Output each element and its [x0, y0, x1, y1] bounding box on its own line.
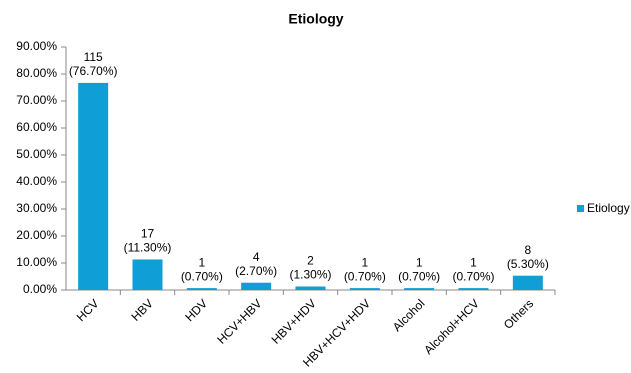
- y-tick-label: 70.00%: [16, 93, 57, 107]
- bar: [132, 259, 163, 290]
- data-label: (0.70%): [181, 269, 223, 283]
- data-label-count: 2: [307, 254, 314, 268]
- data-label: (76.70%): [69, 64, 118, 78]
- chart-title: Etiology: [288, 11, 343, 27]
- data-label-count: 1: [470, 255, 477, 269]
- y-tick-label: 90.00%: [16, 39, 57, 53]
- y-tick-label: 80.00%: [16, 66, 57, 80]
- bar: [295, 286, 326, 290]
- data-label: (11.30%): [124, 241, 172, 255]
- x-tick-label: HDV: [182, 296, 210, 324]
- y-tick-label: 60.00%: [16, 120, 57, 134]
- x-tick-label: Alcohol: [390, 296, 428, 334]
- y-tick-label: 40.00%: [16, 174, 57, 188]
- data-label-count: 1: [198, 255, 205, 269]
- bar: [349, 288, 380, 290]
- bar: [78, 82, 109, 290]
- bar: [458, 288, 489, 290]
- x-tick-label: HCV: [74, 296, 102, 324]
- legend-swatch: [577, 205, 584, 212]
- x-tick-label: Alcohol+HCV: [421, 296, 482, 357]
- data-label-count: 17: [141, 227, 155, 241]
- legend-label: Etiology: [587, 201, 630, 215]
- y-tick-label: 50.00%: [16, 147, 57, 161]
- data-label: (0.70%): [398, 269, 440, 283]
- x-tick-label: HBV: [129, 296, 156, 323]
- x-tick-label: Others: [501, 296, 536, 331]
- data-label: (2.70%): [235, 264, 277, 278]
- data-label-count: 115: [84, 50, 103, 64]
- x-tick-label: HCV+HBV: [214, 296, 264, 346]
- data-label: (1.30%): [289, 268, 331, 282]
- y-tick-label: 30.00%: [16, 201, 57, 215]
- data-label: (0.70%): [344, 269, 386, 283]
- x-tick-label: HBV+HDV: [269, 296, 319, 346]
- bar: [512, 275, 543, 290]
- bar: [241, 282, 272, 290]
- bar: [186, 288, 217, 290]
- bar: [404, 288, 435, 290]
- y-tick-label: 10.00%: [16, 255, 57, 269]
- data-label-count: 1: [361, 255, 368, 269]
- data-label-count: 4: [253, 250, 260, 264]
- y-tick-label: 20.00%: [16, 228, 57, 242]
- data-label: (5.30%): [507, 257, 549, 271]
- data-label: (0.70%): [452, 269, 494, 283]
- data-label-count: 1: [416, 255, 423, 269]
- data-label-count: 8: [524, 243, 531, 257]
- y-tick-label: 0.00%: [23, 282, 57, 296]
